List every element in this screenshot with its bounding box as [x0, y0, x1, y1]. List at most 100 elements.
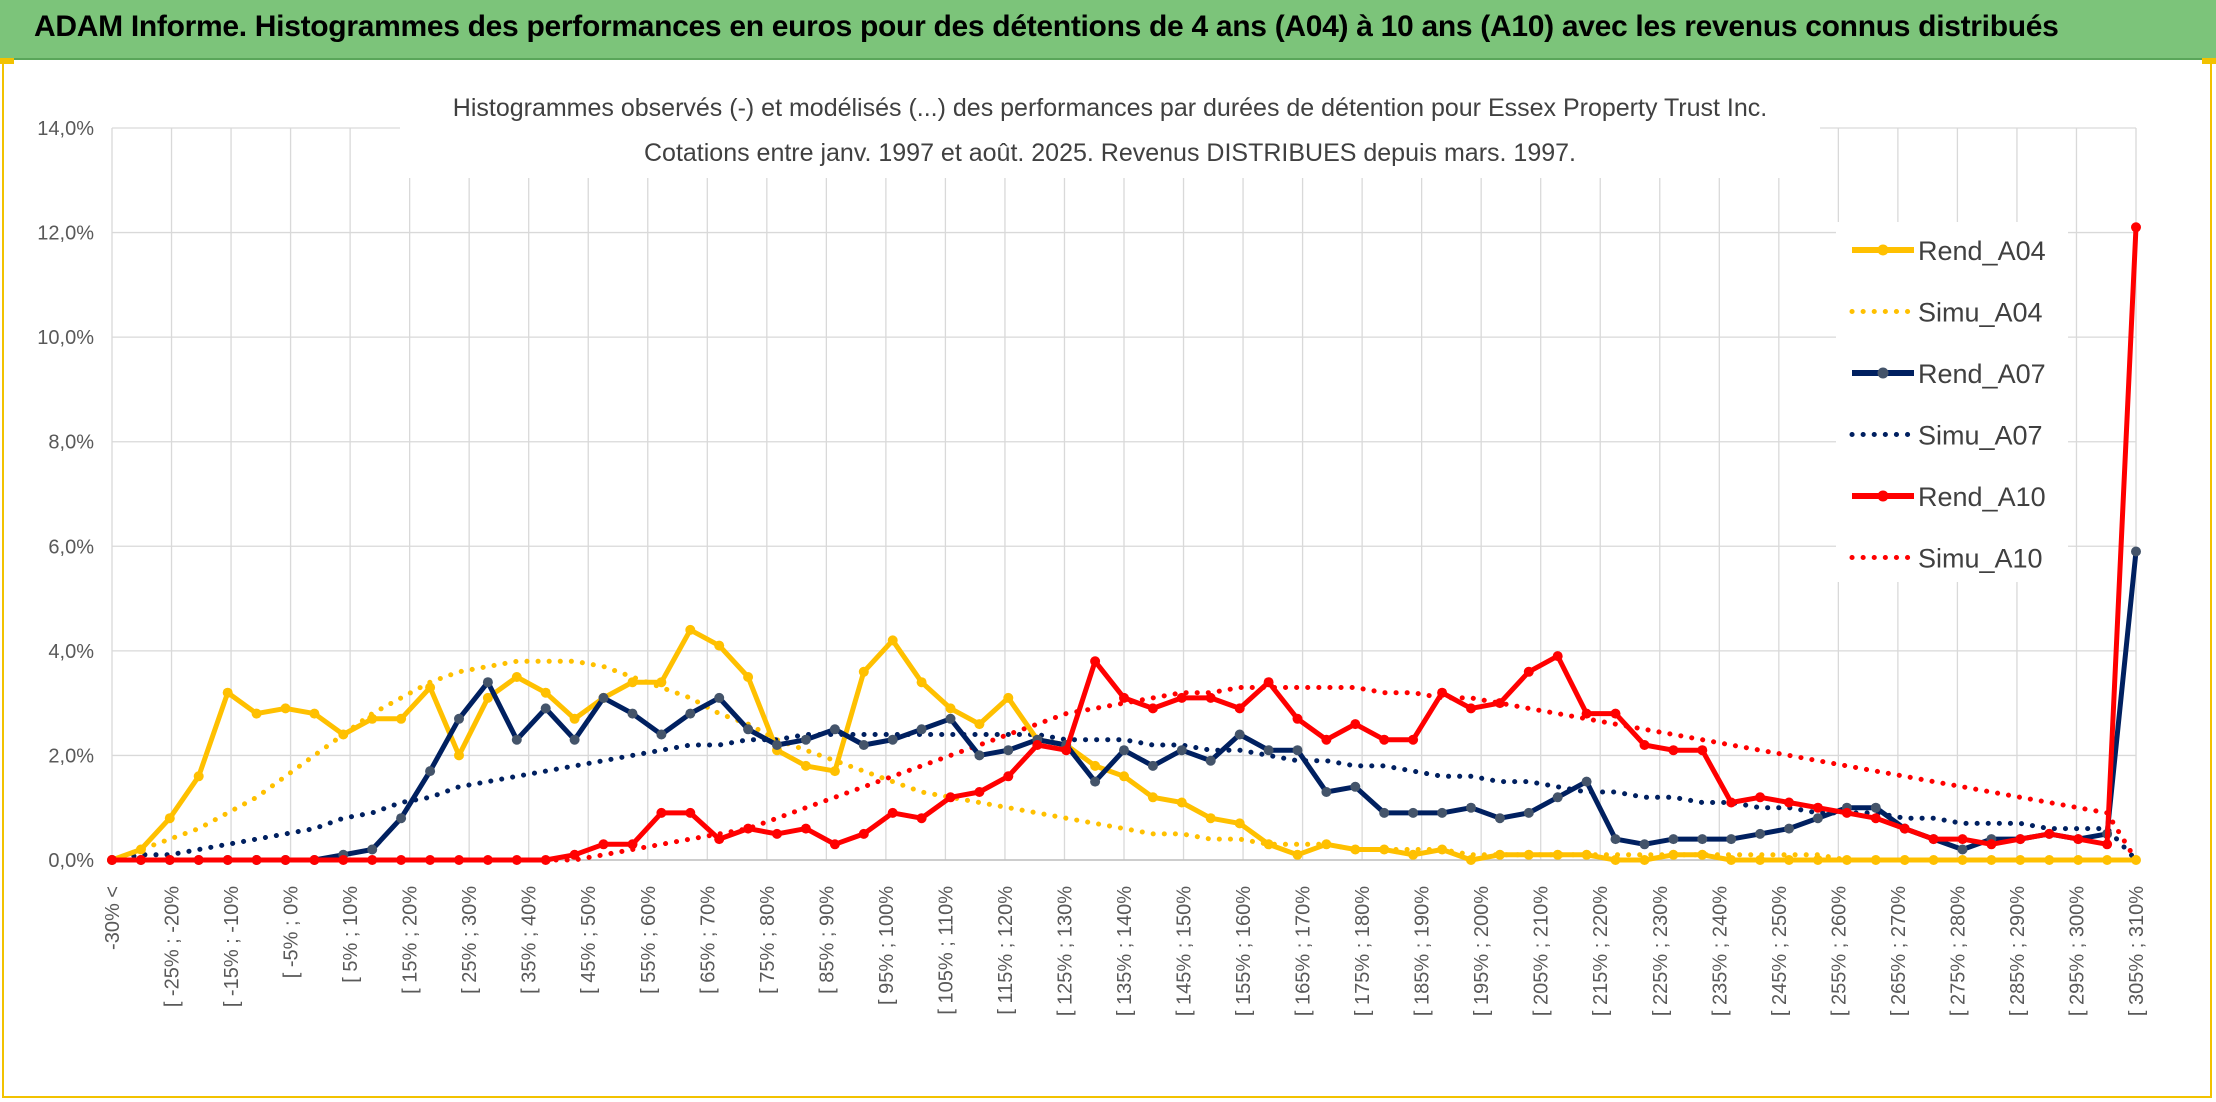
data-point [425, 682, 436, 693]
x-tick-label: [ 105% ; 110% [935, 886, 957, 1015]
x-tick-label: [ 275% ; 280% [1947, 886, 1969, 1016]
data-point [1321, 787, 1332, 797]
legend-label: Simu_A10 [1918, 544, 2043, 574]
data-point [1986, 855, 1997, 865]
legend-label: Simu_A07 [1918, 421, 2043, 451]
data-point [1119, 692, 1129, 703]
data-point [309, 855, 320, 865]
legend-item: Simu_A07 [1849, 421, 2043, 451]
data-point [656, 729, 667, 740]
x-tick-label: [ 205% ; 210% [1531, 886, 1553, 1016]
data-point [569, 849, 580, 860]
x-tick-label: [ 125% ; 130% [1054, 886, 1076, 1016]
data-point [1119, 771, 1129, 782]
data-point [743, 724, 754, 735]
data-point [1581, 708, 1592, 719]
data-point [454, 750, 464, 761]
data-point [1263, 745, 1274, 756]
data-point [454, 855, 464, 865]
legend-item: Rend_A04 [1852, 236, 2046, 266]
data-point [1292, 849, 1303, 860]
y-tick-label: 6,0% [48, 536, 94, 558]
series-simu-a04 [109, 658, 2139, 863]
chart-title-line-2: Cotations entre janv. 1997 et août. 2025… [644, 139, 1576, 167]
data-point [714, 640, 725, 651]
data-point [1812, 813, 1823, 824]
data-point [1494, 813, 1505, 824]
series-line [109, 685, 2139, 863]
data-point [887, 635, 898, 646]
data-point [2073, 855, 2084, 865]
data-point [1812, 855, 1823, 865]
legend-backdrop [1836, 222, 2068, 582]
data-point [743, 823, 754, 834]
data-point [1552, 849, 1563, 860]
corner-accent-left [0, 58, 14, 64]
data-point [425, 766, 436, 777]
data-point [1379, 844, 1390, 855]
header-banner: ADAM Informe. Histogrammes des performan… [0, 0, 2216, 60]
data-point [1957, 834, 1968, 845]
data-point [1263, 839, 1274, 850]
data-point [1581, 849, 1592, 860]
data-point [1523, 666, 1534, 677]
data-point [511, 855, 522, 865]
data-point [685, 624, 696, 635]
data-point [685, 708, 696, 719]
data-point [1668, 849, 1679, 860]
data-point [107, 855, 117, 865]
data-point [1639, 855, 1650, 865]
data-point [1176, 692, 1187, 703]
x-tick-label: [ 185% ; 190% [1412, 886, 1434, 1016]
data-point [1986, 839, 1997, 850]
x-tick-label: [ 215% ; 220% [1590, 886, 1612, 1016]
y-tick-label: 4,0% [48, 641, 94, 663]
data-point [1755, 828, 1766, 839]
x-tick-label: [ -5% ; 0% [281, 886, 303, 978]
data-point [714, 834, 725, 845]
data-point [772, 740, 782, 750]
data-point [164, 855, 175, 865]
data-point [1234, 818, 1245, 829]
data-point [1957, 844, 1968, 855]
data-point [829, 724, 840, 735]
data-point [540, 855, 551, 865]
data-point [396, 855, 407, 865]
data-point [916, 724, 927, 735]
data-point [974, 787, 985, 797]
data-point [135, 855, 146, 865]
y-tick-label: 10,0% [37, 327, 94, 349]
data-point [1321, 839, 1332, 850]
data-point [1523, 849, 1534, 860]
series-lines [107, 222, 2141, 865]
legend-label: Simu_A04 [1918, 298, 2043, 328]
x-tick-label: [ 235% ; 240% [1709, 886, 1731, 1016]
y-tick-label: 8,0% [48, 432, 94, 454]
data-point [1610, 708, 1621, 719]
series-simu-a07 [109, 732, 2139, 863]
data-point [1321, 734, 1332, 745]
data-point [1379, 807, 1390, 818]
data-point [945, 713, 956, 724]
data-point [1205, 692, 1216, 703]
data-point [2044, 855, 2055, 865]
data-point [1437, 687, 1448, 698]
legend-marker [1877, 367, 1889, 379]
data-point [396, 813, 407, 824]
data-point [1205, 813, 1216, 824]
data-point [193, 855, 204, 865]
data-point [1610, 834, 1621, 845]
data-point [800, 760, 811, 771]
data-point [685, 807, 696, 818]
y-tick-label: 14,0% [37, 118, 94, 140]
y-axis-labels: 0,0% 2,0% 4,0% 6,0% 8,0% 10,0% 12,0% 14,0% [37, 118, 94, 872]
data-point [1784, 855, 1794, 865]
data-point [511, 734, 522, 745]
x-tick-label: [ 135% ; 140% [1114, 886, 1136, 1016]
data-point [974, 750, 985, 761]
data-point [193, 771, 204, 782]
data-point [887, 807, 898, 818]
data-point [482, 692, 493, 703]
data-point [1003, 771, 1014, 782]
data-point [1147, 792, 1158, 803]
